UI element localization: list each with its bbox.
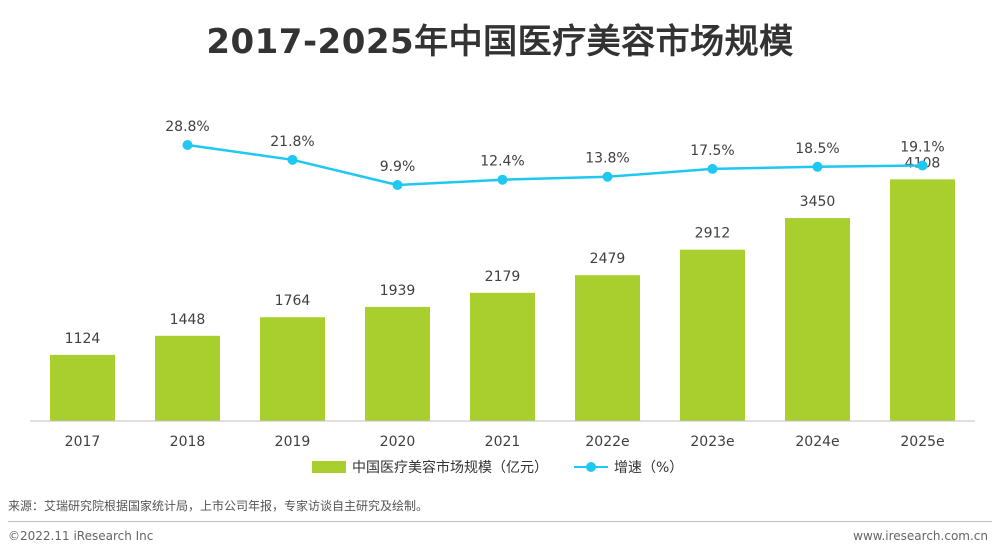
growth-point-2021 (497, 174, 508, 185)
chart-title: 2017-2025年中国医疗美容市场规模 (206, 22, 794, 62)
growth-value-labels: 28.8% 21.8% 9.9% 12.4% 13.8% 17.5% 18.5% 19.1% (165, 119, 944, 175)
chart-plot: 112414481764193921792479291234504108 201… (30, 119, 975, 450)
x-tick-label-2024e: 2024e (795, 434, 839, 450)
growth-value-label-2018: 28.8% (165, 119, 209, 135)
legend: 中国医疗美容市场规模（亿元） 增速（%） (0, 457, 1000, 483)
bar-2023e (680, 249, 745, 421)
growth-value-label-2021: 12.4% (480, 154, 524, 170)
growth-value-label-2022e: 13.8% (585, 151, 629, 167)
bar-2020 (365, 306, 430, 421)
x-tick-label-2017: 2017 (65, 434, 101, 450)
growth-point-2023e (707, 163, 718, 174)
bar-value-label-2023e: 2912 (695, 226, 731, 242)
growth-value-label-2020: 9.9% (380, 159, 416, 175)
bar-2019 (260, 317, 325, 421)
growth-point-2025e (917, 160, 928, 171)
legend-item-growth: 增速（%） (574, 457, 683, 477)
growth-point-2024e (812, 161, 823, 172)
growth-value-label-2024e: 18.5% (795, 141, 839, 157)
x-tick-label-2021: 2021 (485, 434, 521, 450)
x-tick-label-2023e: 2023e (690, 434, 734, 450)
growth-point-2022e (602, 171, 613, 182)
footer-divider (8, 521, 992, 522)
growth-line-series (182, 140, 928, 190)
growth-value-label-2023e: 17.5% (690, 143, 734, 159)
bar-value-label-2020: 1939 (380, 283, 416, 299)
growth-point-2018 (182, 140, 193, 150)
growth-value-label-2025e: 19.1% (900, 140, 944, 156)
bar-2025e (890, 179, 955, 421)
bar-2017 (50, 354, 115, 421)
website-link[interactable]: www.iresearch.com.cn (853, 529, 988, 543)
bar-value-label-2017: 1124 (65, 331, 101, 347)
bar-2021 (470, 292, 535, 421)
bar-2024e (785, 218, 850, 421)
x-tick-label-2018: 2018 (170, 434, 206, 450)
source-note: 来源：艾瑞研究院根据国家统计局，上市公司年报，专家访谈自主研究及绘制。 (8, 499, 429, 513)
x-tick-label-2019: 2019 (275, 434, 311, 450)
growth-point-2020 (392, 180, 403, 190)
x-tick-label-2022e: 2022e (585, 434, 629, 450)
bar-value-label-2018: 1448 (170, 312, 206, 328)
bar-2018 (155, 335, 220, 421)
bar-value-label-2019: 1764 (275, 293, 311, 309)
bar-2022e (575, 275, 640, 421)
bar-value-label-2024e: 3450 (800, 194, 836, 210)
copyright-text: ©2022.11 iResearch Inc (8, 529, 154, 543)
legend-bar-swatch (312, 461, 346, 473)
bar-value-label-2021: 2179 (485, 269, 521, 285)
x-tick-label-2025e: 2025e (900, 434, 944, 450)
bar-series (50, 179, 955, 421)
growth-value-label-2019: 21.8% (270, 134, 314, 150)
growth-line (187, 143, 923, 187)
legend-line-swatch (574, 461, 608, 473)
legend-item-market-size: 中国医疗美容市场规模（亿元） (312, 457, 548, 477)
legend-label-growth: 增速（%） (614, 460, 684, 476)
x-tick-label-2020: 2020 (380, 434, 416, 450)
bar-value-label-2022e: 2479 (590, 251, 626, 267)
x-axis-tick-labels: 2017 2018 2019 2020 2021 2022e 2023e 2024e 2025e (65, 434, 945, 450)
growth-point-2019 (287, 154, 298, 165)
legend-label-market-size: 中国医疗美容市场规模（亿元） (352, 460, 548, 476)
